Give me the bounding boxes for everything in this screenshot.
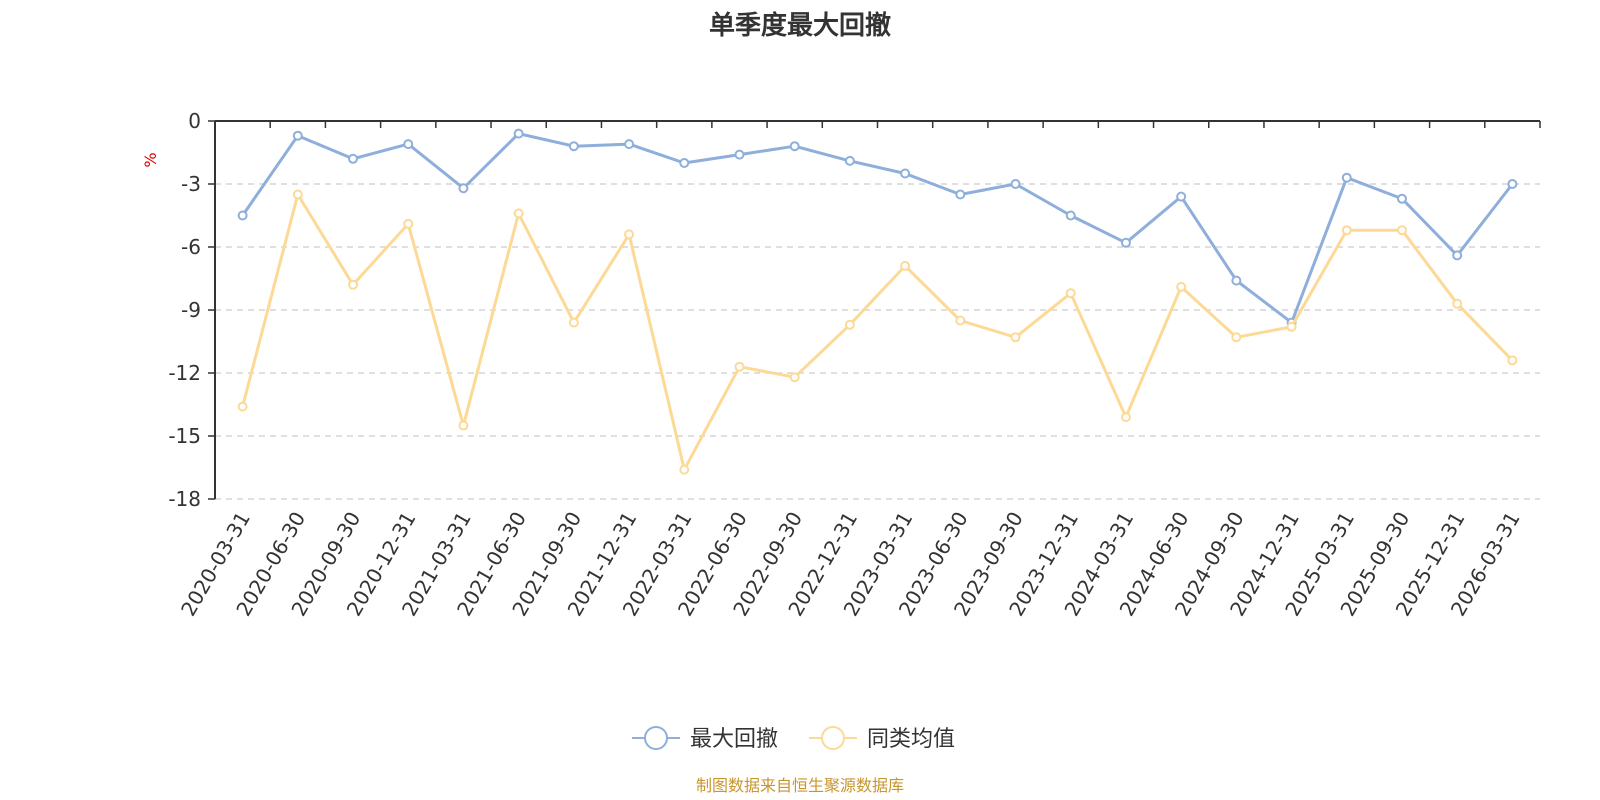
- y-tick-label: -9: [181, 298, 201, 322]
- y-tick-label: -3: [181, 172, 201, 196]
- data-point: [403, 218, 414, 229]
- grid-lines: [215, 183, 1540, 500]
- data-point: [1452, 298, 1463, 309]
- data-point: [1396, 225, 1407, 236]
- legend-label: 同类均值: [867, 727, 955, 752]
- legend[interactable]: 最大回撤 同类均值: [632, 726, 955, 752]
- y-tick-label: -12: [168, 361, 201, 385]
- data-point: [292, 130, 303, 141]
- y-tick-label: -6: [181, 235, 201, 259]
- data-point: [900, 168, 911, 179]
- axes: 0-3-6-9-12-15-182020-03-312020-06-302020…: [168, 109, 1541, 620]
- legend-marker: [644, 726, 668, 750]
- data-point: [1231, 275, 1242, 286]
- legend-label: 最大回撤: [690, 727, 778, 752]
- data-point: [513, 128, 524, 139]
- data-point: [1065, 288, 1076, 299]
- legend-marker: [821, 726, 845, 750]
- data-point: [1341, 225, 1352, 236]
- legend-item-1[interactable]: 最大回撤: [632, 726, 778, 752]
- y-axis-unit: %: [141, 152, 160, 167]
- data-point: [844, 319, 855, 330]
- series-2: [237, 189, 1518, 475]
- series-1: [237, 128, 1518, 328]
- data-point: [679, 464, 690, 475]
- data-point: [1120, 237, 1131, 248]
- data-point: [458, 183, 469, 194]
- data-point: [1065, 210, 1076, 221]
- series-line: [241, 132, 1514, 325]
- data-point: [237, 210, 248, 221]
- data-point: [458, 420, 469, 431]
- data-point: [348, 279, 359, 290]
- data-point: [734, 361, 745, 372]
- data-point: [1176, 191, 1187, 202]
- data-point: [624, 229, 635, 240]
- data-point: [568, 141, 579, 152]
- series-lines: [237, 128, 1518, 475]
- data-point: [292, 189, 303, 200]
- data-point: [734, 149, 745, 160]
- data-point: [789, 372, 800, 383]
- data-point: [348, 153, 359, 164]
- chart-title: 单季度最大回撤: [709, 10, 891, 41]
- data-source-note: 制图数据来自恒生聚源数据库: [696, 776, 904, 795]
- data-point: [1120, 412, 1131, 423]
- data-point: [955, 189, 966, 200]
- data-point: [568, 317, 579, 328]
- data-point: [844, 155, 855, 166]
- data-point: [1231, 332, 1242, 343]
- data-point: [1010, 179, 1021, 189]
- y-tick-label: -15: [168, 424, 201, 448]
- data-point: [403, 139, 414, 150]
- data-point: [1507, 355, 1518, 366]
- data-point: [1010, 332, 1021, 343]
- data-point: [624, 139, 635, 150]
- data-point: [1286, 321, 1297, 332]
- data-point: [900, 260, 911, 271]
- data-point: [1176, 281, 1187, 292]
- y-tick-label: 0: [188, 109, 201, 133]
- y-tick-label: -18: [168, 487, 201, 511]
- data-point: [679, 158, 690, 168]
- data-point: [789, 141, 800, 152]
- data-point: [1396, 193, 1407, 204]
- data-point: [1452, 250, 1463, 261]
- data-point: [1341, 172, 1352, 183]
- series-line: [241, 193, 1514, 472]
- data-point: [513, 208, 524, 219]
- data-point: [1507, 179, 1518, 189]
- data-point: [237, 401, 248, 412]
- data-point: [955, 315, 966, 326]
- legend-item-2[interactable]: 同类均值: [809, 726, 955, 752]
